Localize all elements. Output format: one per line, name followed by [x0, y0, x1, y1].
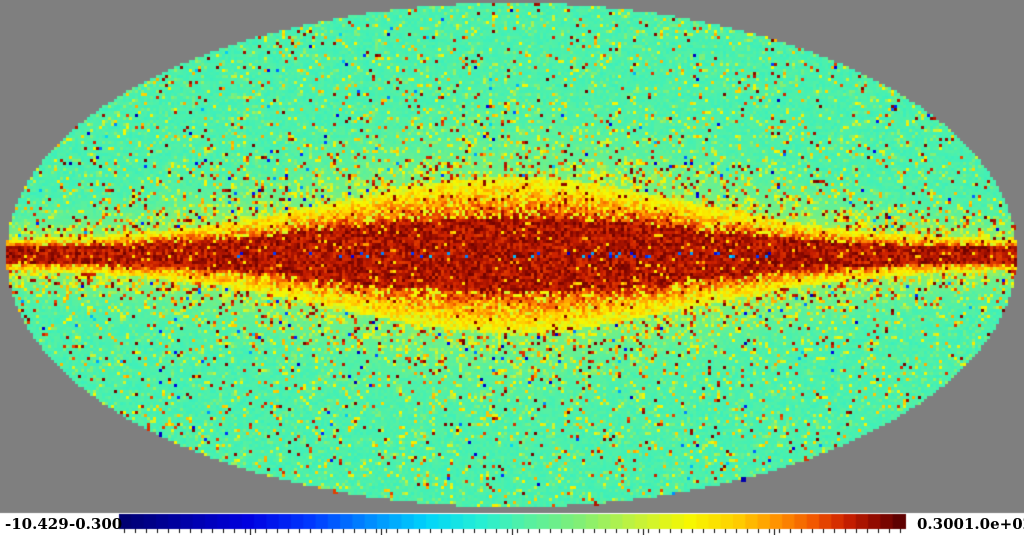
- colorbar: [119, 514, 905, 529]
- colorbar-max-label: 1.0e+02: [964, 515, 1024, 533]
- colorbar-min-label: -10.429: [5, 515, 69, 533]
- colorbar-low-label: -0.300: [69, 515, 123, 533]
- colorbar-high-label: 0.300: [917, 515, 964, 533]
- sky-map-ellipse: [6, 3, 1017, 507]
